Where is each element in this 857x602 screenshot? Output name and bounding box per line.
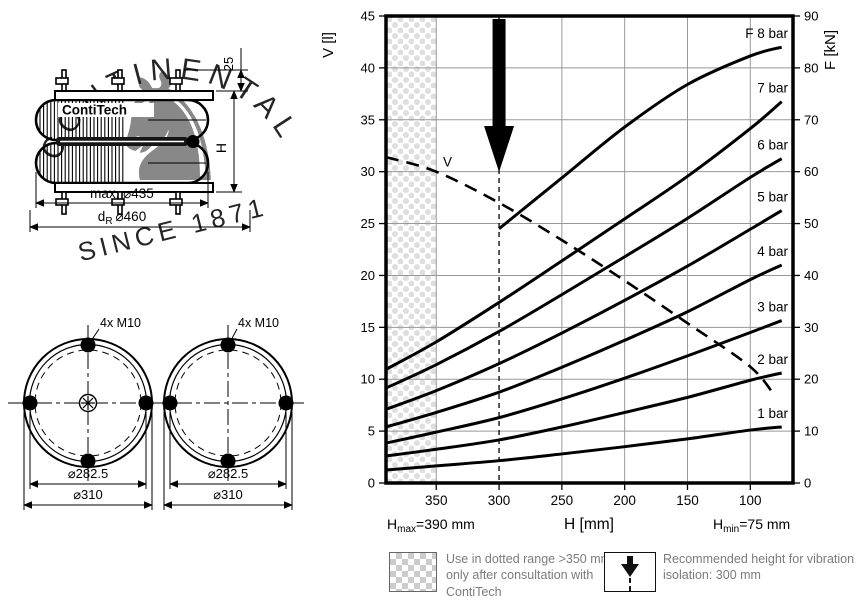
dim-outer-label: ⌀310: [213, 487, 243, 502]
y-right-tick-label: 60: [804, 164, 818, 179]
dotted-consultation-region: [386, 16, 437, 483]
bolt: [162, 395, 178, 411]
y-left-tick-label: 5: [368, 424, 375, 439]
y-left-tick-label: 45: [361, 9, 375, 24]
y-right-tick-label: 50: [804, 216, 818, 231]
h-min-label: Hmin=75 mm: [713, 516, 790, 535]
recommended-height-symbol: [604, 552, 656, 592]
y-left-tick-label: 40: [361, 60, 375, 75]
x-tick-label: 250: [551, 493, 574, 508]
y-right-tick-label: 90: [804, 9, 818, 24]
dim-435: [35, 172, 209, 208]
x-tick-label: 150: [676, 493, 699, 508]
leader-line: [228, 328, 238, 345]
x-tick-label: 300: [488, 493, 511, 508]
curve-2-bar: [385, 371, 783, 458]
brand-logo-text: ContiTech: [62, 103, 127, 118]
x-tick-label: 350: [425, 493, 448, 508]
dim-bolt-circle-label: ⌀282.5: [208, 466, 248, 481]
curve-v: [385, 155, 777, 398]
curve-5-bar: [385, 209, 783, 411]
dim-H: [216, 90, 242, 193]
bolt-spec-label: 4x M10: [100, 316, 141, 330]
y-right-tick-label: 20: [804, 372, 818, 387]
recommended-height-arrow-icon: [492, 19, 506, 126]
recommended-height-note: Recommended height for vibration isolati…: [663, 552, 855, 583]
y-right-axis-title: F [kN]: [822, 30, 839, 70]
curve-label-1bar: 1 bar: [757, 406, 788, 421]
dim-460: [29, 210, 251, 232]
y-left-tick-label: 25: [361, 216, 375, 231]
plot-border: [384, 14, 795, 485]
curve-label-6bar: 6 bar: [757, 138, 788, 153]
x-tick-label: 200: [613, 493, 636, 508]
top-plate: [54, 90, 214, 101]
dim-460-label: dR ⌀460: [98, 209, 146, 227]
curve-label-v: V: [443, 155, 452, 170]
y-left-tick-label: 10: [361, 372, 375, 387]
recommended-height-arrowhead-icon: [484, 126, 515, 172]
leader-line: [88, 328, 100, 345]
curve-7-bar: [385, 100, 783, 371]
bolt-spec-label: 4x M10: [238, 316, 279, 330]
bolt: [80, 337, 96, 353]
continental-watermark: CONTINENTAL ♞ SINCE 1871: [34, 44, 299, 262]
bottom-plate: [54, 182, 214, 193]
y-left-tick-label: 35: [361, 112, 375, 127]
dim-H-label: H: [213, 143, 229, 153]
bolt: [220, 337, 236, 353]
curve-3-bar: [385, 319, 783, 445]
load-chart: 350 300 250 200 150 100 0 5 10 15 20 25 30 35 40 45 0 10 2…: [320, 9, 839, 536]
y-left-axis-title: V [l]: [320, 32, 337, 58]
bolt: [80, 453, 96, 469]
dotted-range-swatch: [389, 552, 437, 592]
bolt: [220, 453, 236, 469]
bolt-circle-view: 4x M10 ⌀282.5 ⌀310: [8, 316, 168, 510]
down-arrow-icon: [627, 556, 633, 564]
y-left-tick-label: 20: [361, 268, 375, 283]
curve-label-2bar: 2 bar: [757, 352, 788, 367]
bolt-circle-view: 4x M10 ⌀282.5 ⌀310: [148, 316, 308, 510]
curve-4-bar: [385, 263, 783, 429]
curve-label-4bar: 4 bar: [757, 244, 788, 259]
dotted-range-note: Use in dotted range >350 mm only after c…: [446, 552, 612, 599]
x-axis-title: H [mm]: [564, 516, 614, 533]
air-spring-side-view: CONTINENTAL ♞ SINCE 1871 ContiTech: [29, 44, 299, 262]
y-left-tick-label: 15: [361, 320, 375, 335]
y-right-tick-label: 30: [804, 320, 818, 335]
y-right-tick-label: 40: [804, 268, 818, 283]
air-spring-top-views: 4x M10 ⌀282.5 ⌀310 4x M10 ⌀282.5 ⌀310: [8, 316, 308, 510]
curve-6-bar: [385, 157, 783, 390]
dim-bolt-circle-label: ⌀282.5: [68, 466, 108, 481]
curve-label-8bar: F 8 bar: [745, 26, 788, 41]
dim-25-label: 25: [221, 57, 236, 71]
y-right-tick-label: 10: [804, 424, 818, 439]
curve-label-5bar: 5 bar: [757, 190, 788, 205]
brand-band: [58, 103, 154, 117]
x-tick-label: 100: [739, 493, 762, 508]
bolt: [138, 395, 154, 411]
dim-435-label: max. ⌀435: [90, 186, 154, 201]
dim-outer-label: ⌀310: [73, 487, 103, 502]
curve-label-7bar: 7 bar: [757, 81, 788, 96]
h-max-label: Hmax=390 mm: [387, 516, 475, 535]
bolt: [22, 395, 38, 411]
curve-1-bar: [385, 425, 782, 472]
y-right-tick-label: 0: [804, 476, 811, 491]
y-right-tick-label: 70: [804, 112, 818, 127]
y-left-tick-label: 30: [361, 164, 375, 179]
bolt: [278, 395, 294, 411]
y-left-tick-label: 0: [368, 476, 375, 491]
air-fitting: [186, 135, 200, 148]
y-right-tick-label: 80: [804, 60, 818, 75]
curve-label-3bar: 3 bar: [757, 300, 788, 315]
curve-f-8-bar: [498, 45, 783, 230]
